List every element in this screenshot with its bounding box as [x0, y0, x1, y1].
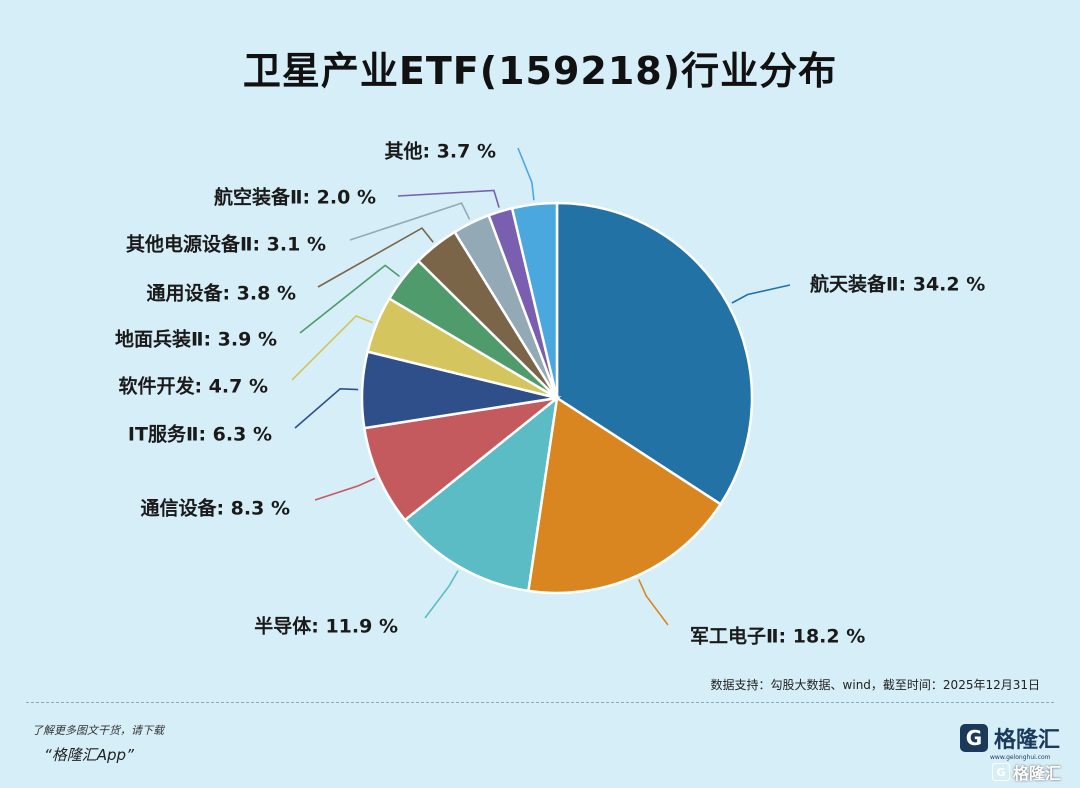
pie-leader-line: [517, 147, 535, 201]
brand-name: 格隆汇: [994, 728, 1061, 753]
pie-leader-line: [317, 227, 434, 288]
pie-leader-line: [424, 570, 459, 619]
pie-labels: 航天装备Ⅱ: 34.2 % 军工电子Ⅱ: 18.2 % 半导体: 11.9 % 通信设…: [115, 140, 985, 648]
chart-title: 卫星产业ETF(159218)行业分布: [242, 49, 838, 93]
pie-slice-label: 通用设备: 3.8 %: [146, 282, 296, 305]
pie-leader-line: [638, 579, 669, 626]
promo-text: 了解更多图文干货，请下载: [32, 724, 164, 737]
pie-slice-label: IT服务Ⅱ: 6.3 %: [128, 423, 272, 446]
pie-slice-label: 软件开发: 4.7 %: [118, 375, 268, 398]
pie-leader-line: [299, 264, 400, 334]
footer-divider: [26, 702, 1054, 703]
pie-slice-label: 地面兵装Ⅱ: 3.9 %: [115, 328, 277, 351]
pie-slice: [362, 396, 562, 522]
brand-logo-icon: G: [960, 724, 988, 752]
pie-slices: [360, 201, 754, 595]
watermark-logo-icon: G: [992, 763, 1010, 781]
watermark: G 格隆汇: [992, 760, 1061, 784]
pie-slice-label: 军工电子Ⅱ: 18.2 %: [690, 625, 865, 648]
pie-slice: [510, 201, 559, 399]
pie-slice-label: 其他电源设备Ⅱ: 3.1 %: [126, 233, 326, 256]
pie-slice-label: 航空装备Ⅱ: 2.0 %: [214, 186, 376, 209]
pie-leader-line: [349, 202, 471, 241]
pie-slice-label: 通信设备: 8.3 %: [140, 497, 290, 520]
pie-leader-line: [291, 315, 374, 381]
pie-chart: 航天装备Ⅱ: 34.2 % 军工电子Ⅱ: 18.2 % 半导体: 11.9 % 通信设…: [115, 140, 985, 648]
brand-url: www.gelonghui.com: [990, 754, 1051, 761]
pie-slice-label: 其他: 3.7 %: [384, 140, 496, 163]
pie-leader-lines: [291, 147, 791, 626]
pie-leader-line: [314, 477, 376, 501]
pie-slice: [526, 395, 723, 595]
pie-slice: [403, 395, 559, 593]
promo-app-name: “格隆汇App”: [44, 746, 134, 764]
pie-slice-label: 半导体: 11.9 %: [254, 615, 398, 638]
source-note: 数据支持：勾股大数据、wind，截至时间：2025年12月31日: [710, 678, 1040, 692]
pie-leader-line: [397, 189, 500, 208]
watermark-name: 格隆汇: [1013, 764, 1062, 783]
pie-slice-label: 航天装备Ⅱ: 34.2 %: [810, 273, 985, 296]
pie-leader-line: [294, 387, 359, 429]
pie-leader-line: [731, 284, 791, 304]
brand: G 格隆汇: [960, 722, 1060, 754]
